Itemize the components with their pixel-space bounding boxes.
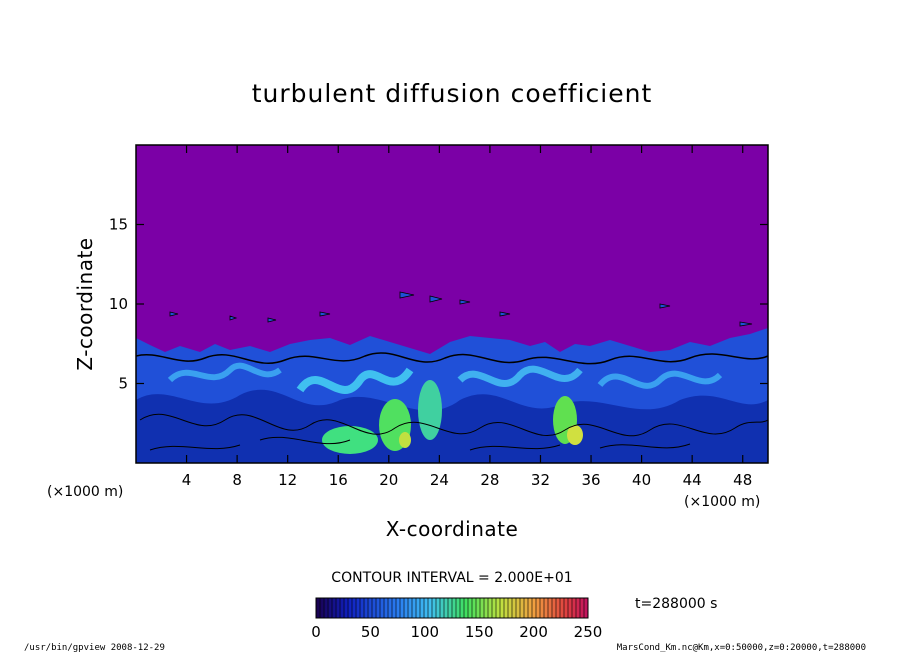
x-tick-label: 4 — [182, 471, 192, 489]
z-axis-title: Z-coordinate — [73, 237, 97, 370]
turbulent-field — [136, 291, 768, 463]
x-axis-title: X-coordinate — [386, 517, 519, 541]
x-tick-label: 40 — [632, 471, 651, 489]
x-unit-left-label: (×1000 m) — [47, 484, 123, 500]
colorbar-tick-label: 250 — [574, 623, 603, 641]
x-tick-label: 24 — [430, 471, 449, 489]
colorbar-tick-label: 200 — [519, 623, 548, 641]
x-unit-right-label: (×1000 m) — [684, 494, 760, 510]
x-tick-label: 8 — [232, 471, 242, 489]
x-tick-label: 20 — [379, 471, 398, 489]
z-tick-label: 15 — [109, 216, 128, 234]
x-tick-label: 48 — [733, 471, 752, 489]
x-tick-label: 16 — [329, 471, 348, 489]
z-tick-label: 5 — [118, 375, 128, 393]
z-tick-label: 10 — [109, 295, 128, 313]
colorbar-ticks: 0 50 100 150 200 250 — [311, 623, 602, 641]
footer-right: MarsCond_Km.nc@Km,x=0:50000,z=0:20000,t=… — [617, 643, 866, 653]
x-tick-label: 12 — [278, 471, 297, 489]
x-tick-label: 28 — [480, 471, 499, 489]
footer-left: /usr/bin/gpview 2008-12-29 — [24, 643, 165, 653]
time-label: t=288000 s — [635, 596, 717, 612]
x-tick-label: 36 — [581, 471, 600, 489]
z-axis: 5 10 15 — [109, 216, 768, 393]
colorbar-tick-label: 150 — [465, 623, 494, 641]
colorbar-tick-label: 0 — [311, 623, 321, 641]
contour-interval-label: CONTOUR INTERVAL = 2.000E+01 — [331, 570, 572, 586]
x-tick-label: 44 — [683, 471, 702, 489]
colorbar-stripes — [319, 598, 585, 618]
chart-title: turbulent diffusion coefficient — [252, 79, 653, 108]
colorbar-tick-label: 100 — [410, 623, 439, 641]
colorbar-tick-label: 50 — [361, 623, 380, 641]
x-tick-label: 32 — [531, 471, 550, 489]
x-axis: 4 8 12 16 20 24 28 32 36 40 44 48 — [182, 145, 752, 489]
